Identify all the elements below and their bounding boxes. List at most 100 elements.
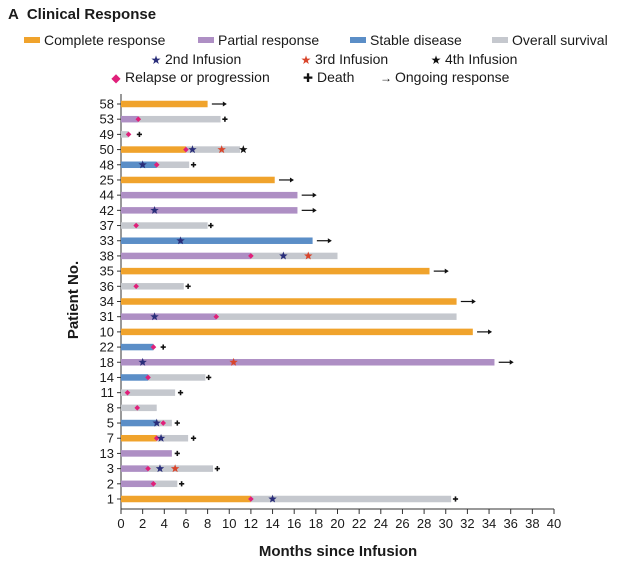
legend-partial: Partial response <box>198 32 319 48</box>
survival-bar-segment <box>250 252 338 260</box>
survival-bar-segment <box>250 495 452 503</box>
panel-letter: A <box>8 6 19 23</box>
x-tick-label: 26 <box>395 516 409 531</box>
relapse-marker <box>125 131 132 138</box>
x-tick-label: 38 <box>525 516 539 531</box>
stable-bar-segment <box>121 343 154 351</box>
patient-label: 1 <box>107 492 114 507</box>
survival-bar-segment <box>153 480 178 488</box>
complete-bar-segment <box>121 495 251 503</box>
survival-bar-segment <box>121 222 208 229</box>
death-marker <box>208 222 214 229</box>
patient-label: 35 <box>100 264 114 279</box>
survival-bar-segment <box>216 313 457 320</box>
second-infusion-marker <box>155 464 165 473</box>
relapse-diamond-icon: ◆ <box>111 71 121 85</box>
x-tick-label: 8 <box>204 516 211 531</box>
relapse-marker <box>153 435 160 442</box>
partial-bar-segment <box>121 465 149 472</box>
legend-second-label: 2nd Infusion <box>165 51 242 67</box>
legend-relapse-label: Relapse or progression <box>125 69 270 85</box>
patient-label: 10 <box>100 324 114 339</box>
survival-bar-segment <box>156 434 189 442</box>
legend-death-label: Death <box>317 69 355 85</box>
second-infusion-marker <box>176 236 185 245</box>
legend-partial-swatch <box>198 37 214 44</box>
second-infusion-marker <box>188 145 197 154</box>
relapse-marker <box>150 344 157 350</box>
x-tick-label: 0 <box>117 516 124 531</box>
ongoing-arrow-head <box>471 299 476 304</box>
patient-label: 31 <box>100 309 114 324</box>
x-tick-label: 6 <box>182 516 189 531</box>
patient-label: 7 <box>107 431 114 446</box>
x-tick-label: 40 <box>547 516 561 531</box>
legend-partial-label: Partial response <box>218 32 320 48</box>
relapse-marker <box>133 283 139 290</box>
patient-label: 8 <box>107 400 114 415</box>
partial-bar-segment <box>121 191 298 199</box>
legend-stable-label: Stable disease <box>370 32 462 48</box>
second-infusion-star-icon: ★ <box>150 53 162 67</box>
third-infusion-star-icon: ★ <box>300 53 312 67</box>
complete-bar-segment <box>121 328 473 336</box>
death-marker <box>185 283 191 289</box>
x-tick-label: 16 <box>287 516 301 531</box>
x-tick-label: 28 <box>417 516 431 531</box>
ongoing-arrow-head <box>312 207 317 213</box>
x-tick-label: 30 <box>439 516 453 531</box>
legend-survival-swatch <box>492 37 508 44</box>
death-marker <box>136 131 143 137</box>
death-marker <box>174 420 180 426</box>
third-infusion-marker <box>304 251 313 260</box>
panel-title: A Clinical Response <box>8 6 156 23</box>
panel-title-text: Clinical Response <box>26 6 157 23</box>
y-axis-title: Patient No. <box>65 261 82 339</box>
legend-fourth-label: 4th Infusion <box>445 51 518 67</box>
fourth-infusion-star-icon: ★ <box>430 53 442 67</box>
x-tick-label: 10 <box>222 516 236 531</box>
patient-label: 25 <box>100 172 114 187</box>
relapse-marker <box>134 405 141 411</box>
partial-bar-segment <box>121 115 139 123</box>
partial-bar-segment <box>121 359 495 366</box>
patient-label: 14 <box>100 370 114 385</box>
death-marker <box>160 344 166 350</box>
partial-bar-segment <box>121 313 217 320</box>
patient-label: 48 <box>100 157 114 172</box>
second-infusion-marker <box>138 160 147 169</box>
stable-bar-segment <box>121 374 149 381</box>
survival-bar-segment <box>121 389 176 396</box>
patient-label: 42 <box>100 203 114 218</box>
complete-bar-segment <box>121 434 157 442</box>
death-marker <box>214 466 220 472</box>
x-tick-label: 12 <box>244 516 258 531</box>
patient-label: 58 <box>100 97 114 112</box>
legend-survival-label: Overall survival <box>512 32 608 48</box>
legend-third: ★ 3rd Infusion <box>300 51 389 67</box>
stable-bar-segment <box>121 161 157 169</box>
ongoing-arrow-head <box>222 101 227 107</box>
death-marker <box>206 374 212 381</box>
patient-label: 2 <box>107 476 114 491</box>
patient-label: 22 <box>100 340 114 355</box>
patient-label: 50 <box>100 142 114 157</box>
ongoing-arrow-head <box>312 192 317 198</box>
complete-bar-segment <box>121 176 275 184</box>
relapse-marker <box>183 146 189 153</box>
x-tick-label: 22 <box>352 516 366 531</box>
relapse-marker <box>124 389 131 396</box>
death-marker <box>190 162 197 168</box>
fourth-infusion-marker <box>239 145 248 154</box>
partial-bar-segment <box>121 252 251 260</box>
patient-label: 49 <box>100 127 114 142</box>
relapse-marker <box>248 253 254 259</box>
complete-bar-segment <box>121 267 430 275</box>
patient-label: 5 <box>107 416 114 431</box>
survival-bar-segment <box>121 131 129 138</box>
legend-infusions: ★ 2nd Infusion ★ 3rd Infusion ★ 4th Infusio… <box>14 51 634 69</box>
patient-label: 38 <box>100 248 114 263</box>
legend-second: ★ 2nd Infusion <box>150 51 242 67</box>
